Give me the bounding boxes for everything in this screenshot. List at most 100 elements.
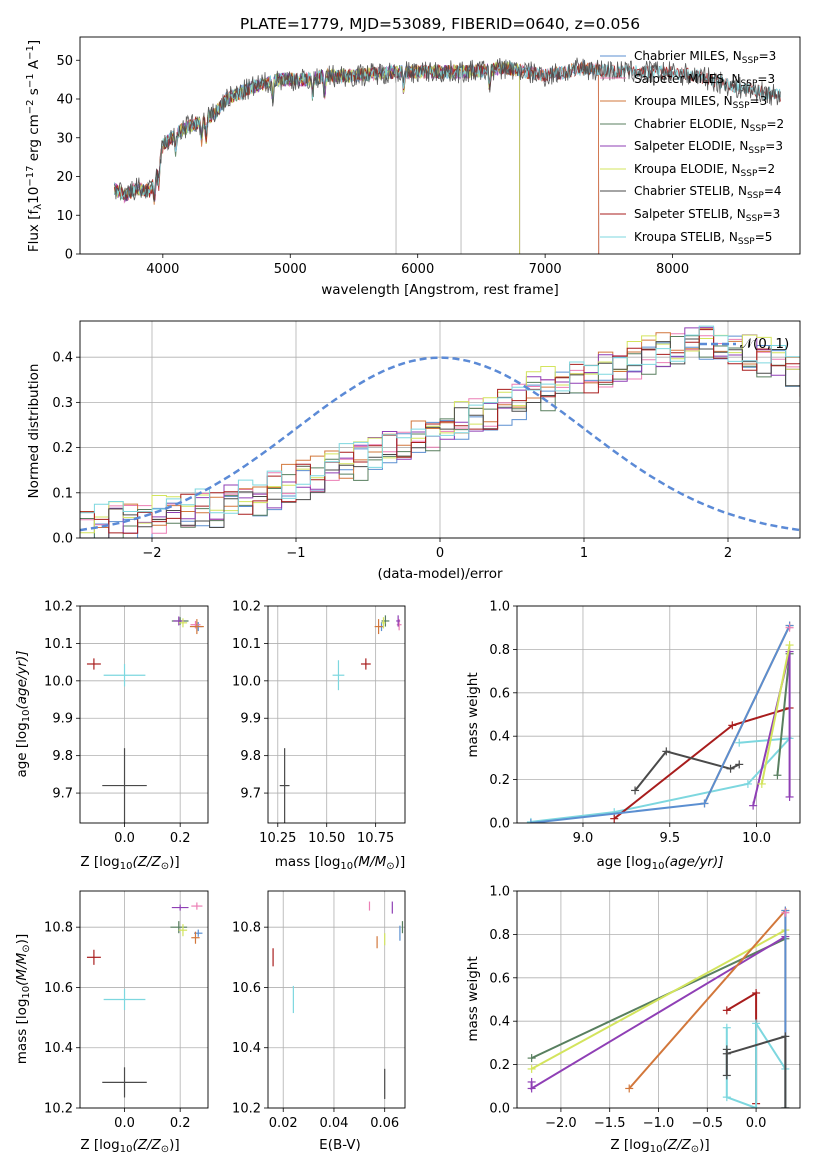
- svg-text:Salpeter STELIB, NSSP=3: Salpeter STELIB, NSSP=3: [634, 207, 780, 224]
- mass-weight-vs-metallicity-panel: −2.0 −1.5 −1.0 −0.5 0.0 0.0 0.2 0.4 0.6 0.8 1.0 Z …: [465, 885, 801, 1155]
- y-tick-label: 1.0: [489, 600, 510, 615]
- plot-area: [86, 616, 204, 823]
- residual-histogram-panel: −2 −1 0 1 2 0.0 0.1 0.2 0.3 0.4 (data-model)/erro…: [26, 320, 801, 582]
- series-line: [634, 750, 740, 792]
- plus-marker: [722, 1006, 731, 1015]
- age-vs-mass-panel: 10.25 10.50 10.75 9.7 9.8 9.9 10.0 10.1 10.2 mas…: [232, 600, 406, 872]
- spectrum-line: [113, 61, 600, 254]
- plot-area: [113, 57, 781, 254]
- y-tick-label: 10: [56, 209, 73, 224]
- x-tick-label: 4000: [146, 262, 179, 277]
- series-line: [760, 644, 791, 785]
- x-tick-label: 8000: [656, 262, 689, 277]
- plus-marker: [610, 814, 619, 823]
- spectrum-panel: PLATE=1779, MJD=53089, FIBERID=0640, z=0…: [25, 15, 801, 298]
- plus-marker: [722, 1071, 731, 1080]
- x-tick-label: 9.5: [659, 831, 680, 846]
- svg-text:Chabrier MILES, NSSP=3: Chabrier MILES, NSSP=3: [634, 49, 776, 66]
- legend-entry: Salpeter STELIB, NSSP=3: [600, 207, 780, 224]
- error-point: [86, 949, 101, 965]
- x-tick-label: 0.0: [746, 1116, 767, 1131]
- plus-marker: [726, 764, 735, 773]
- series-line: [776, 653, 791, 776]
- p2-y-label: age [log10(age/yr)]: [14, 650, 32, 777]
- axes-border: [267, 890, 406, 1109]
- p6-x-label: E(B-V): [319, 1137, 361, 1153]
- y-tick-label: 0.4: [489, 1015, 510, 1030]
- legend-entry: Salpeter MILES, NSSP=3: [600, 72, 775, 89]
- error-point: [103, 663, 146, 687]
- y-tick-label: 50: [56, 54, 73, 69]
- plus-marker: [781, 908, 790, 917]
- x-tick-label: 6000: [401, 262, 434, 277]
- error-point: [170, 921, 188, 934]
- plot-area: [526, 621, 794, 823]
- plus-marker: [781, 1032, 790, 1041]
- error-point: [374, 619, 383, 635]
- x-tick-label: 0.02: [269, 1116, 298, 1131]
- y-tick-label: 9.8: [52, 749, 73, 764]
- histogram-step: [80, 335, 800, 538]
- error-point: [178, 618, 188, 628]
- y-tick-label: 9.7: [52, 787, 73, 802]
- plus-marker: [625, 1084, 634, 1093]
- y-tick-label: 9.9: [240, 712, 261, 727]
- y-tick-label: 0.0: [489, 817, 510, 832]
- axes-frame: 4000 5000 6000 7000 8000 0 10 20 30 40 50: [56, 36, 801, 277]
- x-tick-label: 0.0: [114, 1116, 135, 1131]
- histogram-step: [80, 335, 800, 538]
- grid: [80, 605, 208, 823]
- plus-marker: [527, 1064, 536, 1073]
- p7-y-label: mass weight: [465, 956, 481, 1041]
- y-tick-label: 0.2: [52, 441, 73, 456]
- p3-x-label: mass [log10(M/M⊙)]: [275, 854, 405, 872]
- legend-entry: Chabrier STELIB, NSSP=4: [600, 184, 782, 201]
- axes-border: [516, 605, 801, 824]
- y-tick-label: 20: [56, 170, 73, 185]
- x-tick-label: −1.5: [594, 1116, 626, 1131]
- axes-frame: −2 −1 0 1 2 0.0 0.1 0.2 0.3 0.4: [52, 320, 801, 561]
- error-point: [178, 924, 188, 937]
- svg-text:Salpeter ELODIE, NSSP=3: Salpeter ELODIE, NSSP=3: [634, 139, 783, 156]
- axes-border: [79, 890, 209, 1109]
- axes-border: [267, 605, 406, 824]
- x-tick-label: 10.0: [742, 831, 771, 846]
- y-tick-label: 10.1: [44, 637, 73, 652]
- y-tick-label: 9.8: [240, 749, 261, 764]
- y-tick-label: 10.4: [232, 1041, 261, 1056]
- mass-weight-vs-age-panel: 9.0 9.5 10.0 0.0 0.2 0.4 0.6 0.8 1.0 age [log10(…: [465, 600, 801, 872]
- svg-text:Kroupa MILES, NSSP=3: Kroupa MILES, NSSP=3: [634, 94, 767, 111]
- age-vs-metallicity-panel: 0.0 0.2 9.7 9.8 9.9 10.0 10.1 10.2 Z [log10(Z/Z…: [14, 600, 209, 872]
- y-tick-label: 30: [56, 131, 73, 146]
- error-point: [191, 902, 203, 910]
- histogram-legend: 𝒩(0, 1): [700, 336, 789, 352]
- histogram-step: [80, 334, 800, 538]
- plus-marker: [735, 738, 744, 747]
- y-tick-label: 9.9: [52, 712, 73, 727]
- svg-text:Chabrier ELODIE, NSSP=2: Chabrier ELODIE, NSSP=2: [634, 117, 784, 134]
- axes-frame: 0.02 0.04 0.06 10.2 10.4 10.6 10.8: [232, 890, 406, 1131]
- p5-y-label: mass [log10(M/M⊙)]: [14, 934, 32, 1064]
- series-line: [531, 929, 786, 1070]
- plus-marker: [527, 1084, 536, 1093]
- plus-marker: [722, 1023, 731, 1032]
- x-tick-label: −0.5: [692, 1116, 724, 1131]
- plus-marker: [785, 623, 794, 632]
- error-point: [191, 931, 200, 944]
- axes-frame: −2.0 −1.5 −1.0 −0.5 0.0 0.0 0.2 0.4 0.6 0.8 1.0: [489, 885, 801, 1131]
- plus-marker: [527, 1054, 536, 1063]
- plus-marker: [722, 1049, 731, 1058]
- error-point: [360, 658, 371, 670]
- spectrum-line: [113, 61, 521, 254]
- mass-vs-metallicity-panel: 0.0 0.2 10.2 10.4 10.6 10.8 Z [log10(Z/Z⊙)] m…: [14, 890, 209, 1155]
- svg-text:Kroupa STELIB, NSSP=5: Kroupa STELIB, NSSP=5: [634, 230, 772, 247]
- y-tick-label: 10.6: [44, 981, 73, 996]
- plus-marker: [752, 988, 761, 997]
- axes-frame: 0.0 0.2 9.7 9.8 9.9 10.0 10.1 10.2: [44, 600, 209, 846]
- histogram-step: [80, 338, 800, 538]
- y-tick-label: 0.0: [489, 1102, 510, 1117]
- legend-entry: Kroupa STELIB, NSSP=5: [600, 230, 772, 247]
- plus-marker: [773, 771, 782, 780]
- x-tick-label: −1: [286, 546, 305, 561]
- plot-area: [86, 902, 203, 1098]
